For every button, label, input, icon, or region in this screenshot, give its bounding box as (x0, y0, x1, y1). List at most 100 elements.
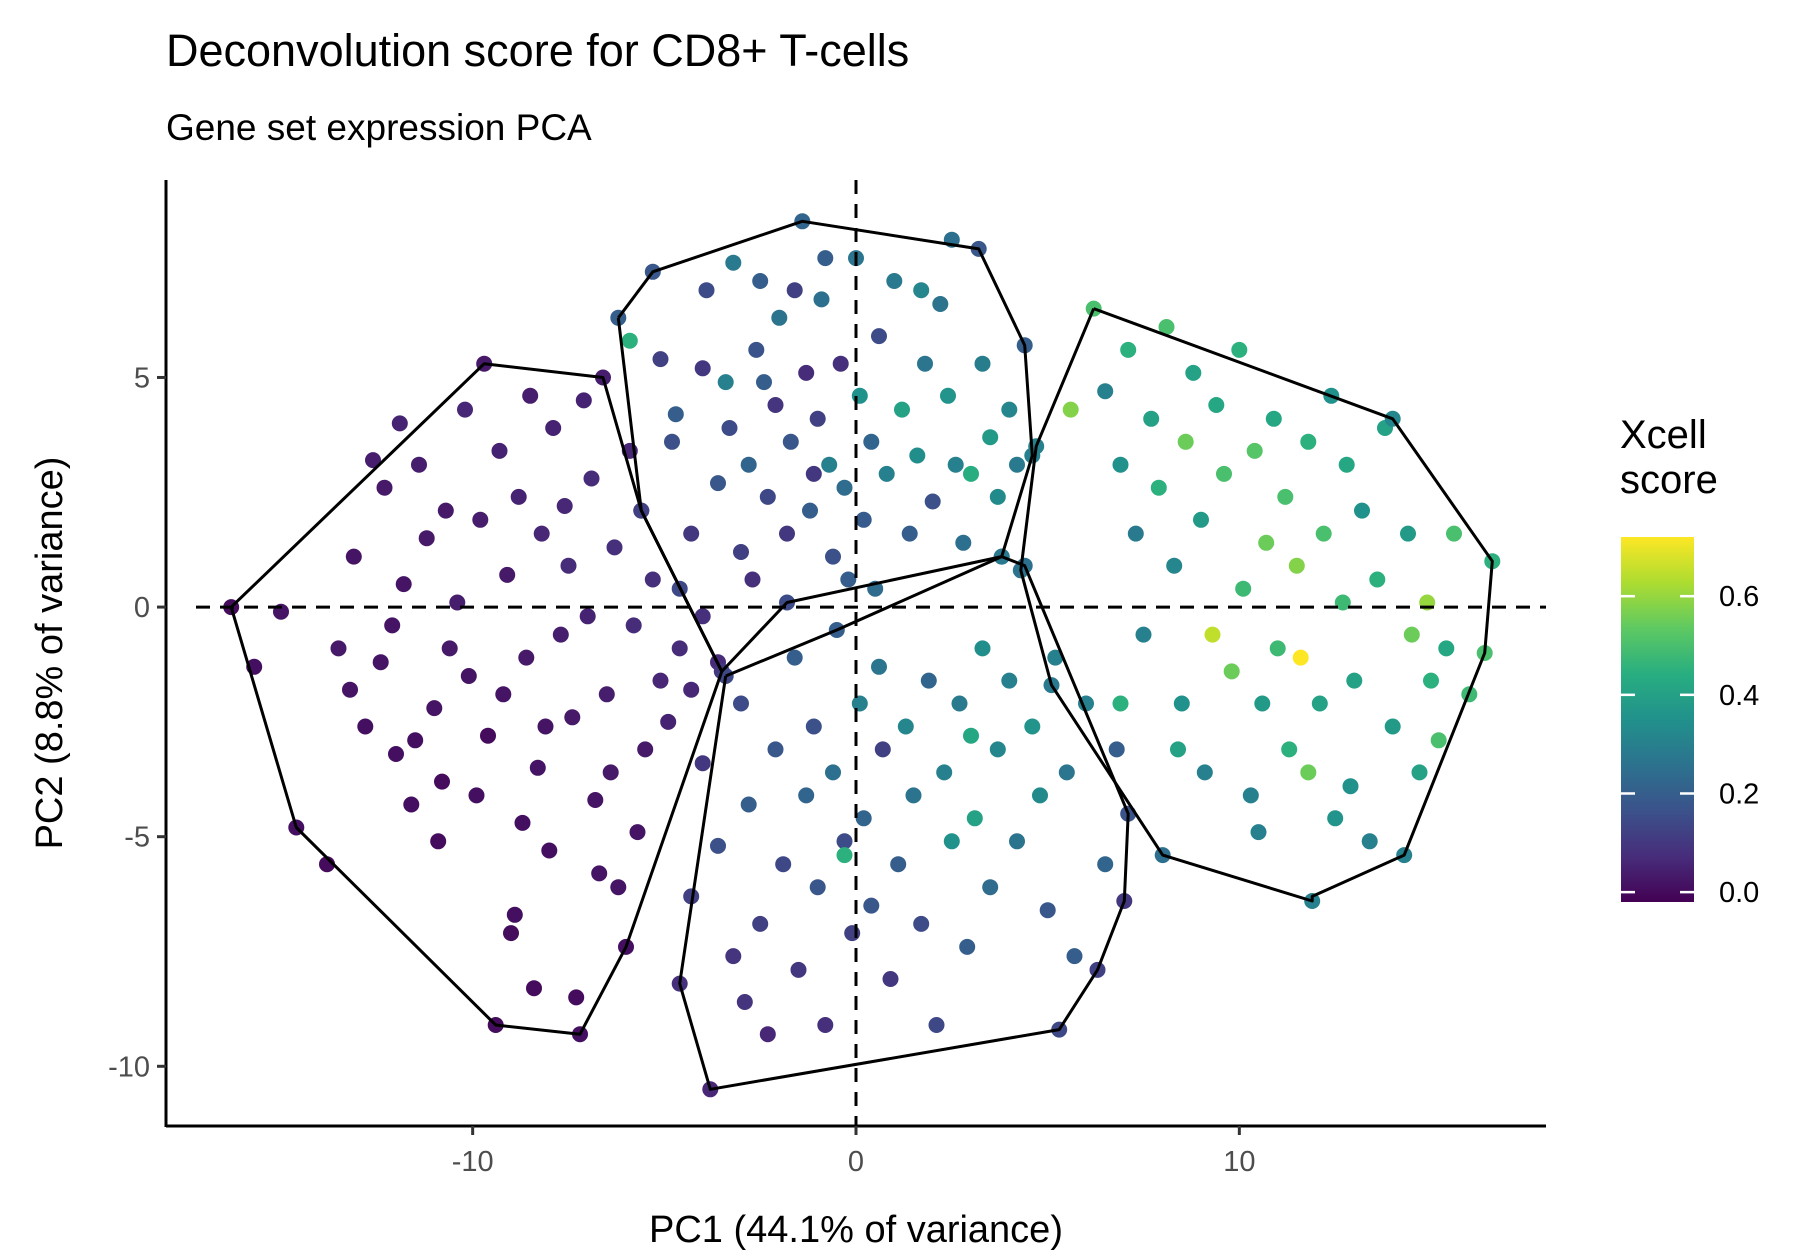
data-point-left (411, 456, 427, 473)
data-point-right (1315, 525, 1332, 542)
legend-tick-label: 0.6 (1719, 581, 1759, 613)
data-point-bottom (1032, 787, 1048, 804)
y-axis-title: PC2 (8.8% of variance) (29, 457, 71, 850)
data-point-left (602, 764, 619, 781)
data-point-left (468, 787, 485, 804)
data-point-left (606, 539, 623, 556)
data-point-bottom (1009, 833, 1025, 850)
data-point-top (725, 254, 742, 271)
data-point-top (924, 493, 941, 510)
data-point-top (813, 291, 830, 308)
data-point-bottom (805, 718, 822, 735)
data-point-left (652, 672, 669, 689)
data-point-bottom (920, 672, 937, 689)
data-point-left (522, 387, 539, 404)
data-point-right (1258, 534, 1275, 551)
data-point-top (767, 397, 784, 413)
data-point-right (1062, 401, 1079, 418)
data-point-right (1354, 502, 1370, 519)
x-tick-label: 0 (848, 1146, 864, 1178)
legend-title: Xcell score (1620, 413, 1718, 502)
data-point-top (840, 571, 857, 588)
data-point-top (974, 355, 991, 372)
data-point-left (629, 824, 646, 841)
data-point-top (955, 534, 972, 551)
data-point-top (809, 410, 826, 427)
data-point-left (644, 571, 661, 588)
data-point-left (495, 686, 512, 703)
y-tick-label: 0 (134, 592, 150, 624)
data-point-right (1277, 488, 1294, 505)
data-point-bottom (974, 640, 991, 657)
data-point-left (552, 626, 569, 643)
data-point-bottom (836, 847, 853, 864)
data-point-bottom (863, 897, 880, 914)
data-point-bottom (982, 879, 999, 896)
data-point-right (1254, 695, 1271, 712)
data-point-bottom (710, 837, 726, 854)
data-point-left (430, 833, 447, 850)
data-point-top (621, 332, 638, 349)
data-point-top (821, 456, 838, 473)
data-point-right (1369, 571, 1386, 588)
data-point-top (782, 433, 799, 450)
data-point-left (526, 980, 542, 997)
x-axis-title: PC1 (44.1% of variance) (649, 1209, 1063, 1251)
data-point-left (610, 879, 627, 896)
data-point-left (457, 401, 473, 418)
data-point-left (671, 640, 688, 657)
data-point-left (503, 925, 519, 942)
data-point-top (909, 447, 926, 464)
data-point-right (1400, 525, 1416, 542)
data-point-bottom (871, 658, 887, 675)
data-point-right (1135, 626, 1152, 643)
data-point-top (832, 355, 849, 372)
data-point-top (940, 387, 956, 404)
data-point-bottom (1066, 948, 1083, 965)
data-point-bottom (759, 1026, 776, 1043)
data-point-left (560, 557, 577, 574)
data-point-left (533, 525, 550, 542)
data-point-bottom (951, 695, 968, 712)
data-point-right (1173, 695, 1190, 712)
data-point-top (664, 433, 680, 450)
data-point-left (518, 649, 535, 666)
data-point-bottom (890, 856, 907, 873)
data-point-bottom (1024, 718, 1041, 735)
data-point-bottom (882, 971, 899, 987)
data-point-right (1204, 626, 1221, 643)
data-point-left (345, 548, 362, 565)
data-point-bottom (905, 787, 922, 804)
legend-tick-label: 0.4 (1719, 680, 1759, 712)
data-point-bottom (809, 879, 826, 896)
data-point-top (752, 273, 769, 289)
data-point-top (805, 465, 822, 482)
data-point-left (591, 865, 608, 882)
data-point-left (637, 741, 654, 758)
data-point-bottom (725, 948, 742, 965)
data-point-right (1292, 649, 1309, 666)
data-point-left (587, 792, 604, 808)
data-point-left (437, 502, 454, 519)
data-point-right (1446, 525, 1462, 542)
y-tick-label: 5 (134, 362, 150, 394)
data-point-left (403, 796, 420, 813)
data-point-bottom (844, 925, 861, 942)
data-point-top (871, 328, 887, 345)
data-point-top (744, 571, 761, 588)
data-point-top (963, 465, 979, 482)
y-tick-label: -5 (124, 822, 150, 854)
data-point-left (480, 727, 496, 744)
data-point-right (1300, 433, 1317, 450)
data-point-left (583, 470, 600, 487)
data-point-top (694, 360, 711, 377)
data-point-bottom (740, 796, 757, 813)
legend-title-line-2: score (1620, 458, 1718, 502)
data-point-top (802, 502, 818, 519)
data-point-right (1158, 319, 1175, 335)
data-point-left (391, 415, 408, 432)
data-point-left (407, 732, 424, 749)
data-point-top (710, 475, 726, 492)
data-point-left (529, 759, 546, 776)
data-point-top (989, 488, 1006, 505)
